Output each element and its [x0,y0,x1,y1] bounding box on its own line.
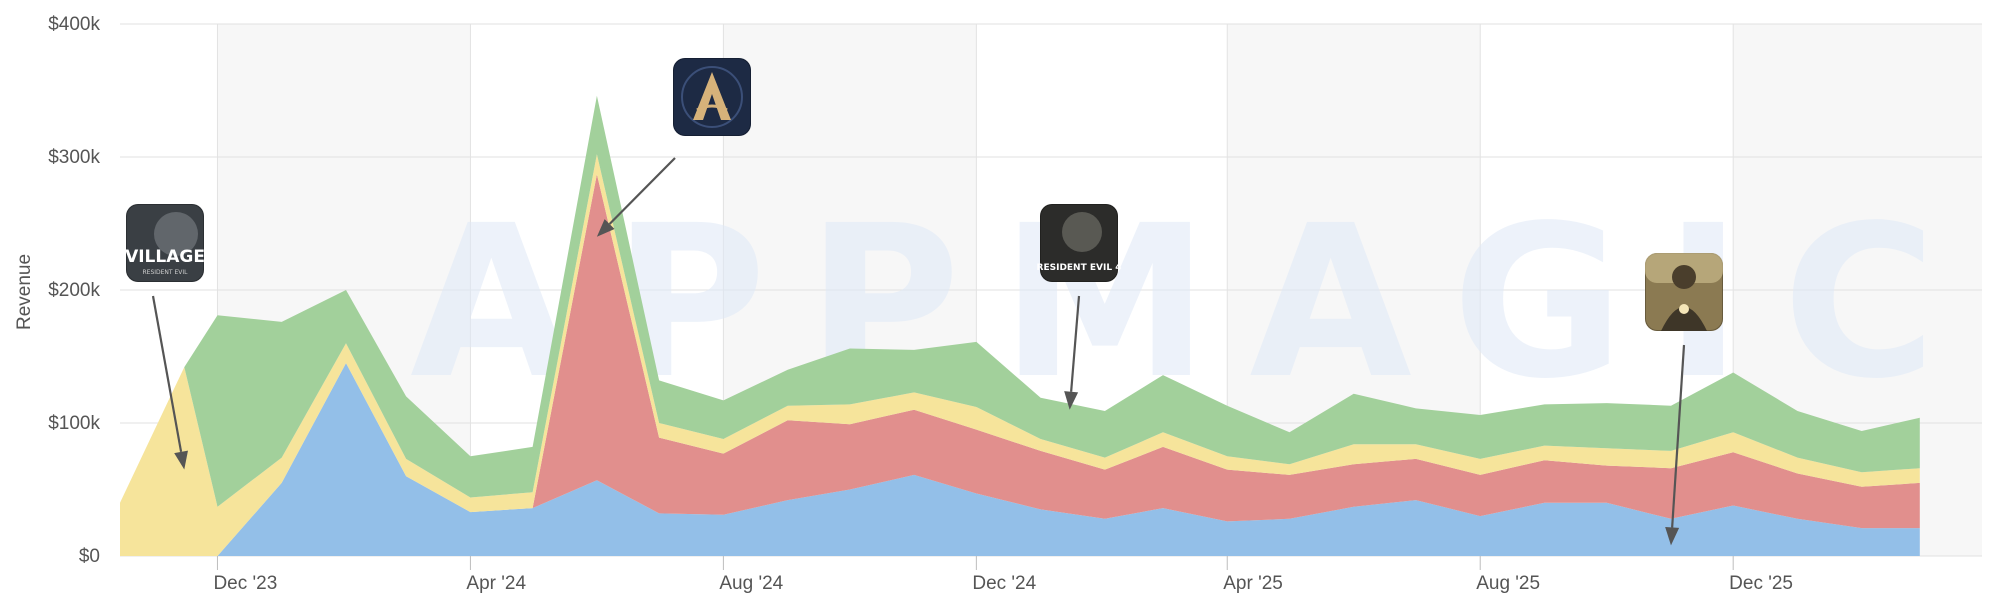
death-stranding-app-icon-glow [1679,304,1689,314]
x-tick-label-1: Apr '24 [466,573,526,594]
resident-evil-4-app-icon: RESIDENT EVIL 4 [1037,204,1122,282]
death-stranding-arrow-line [1671,344,1686,528]
assassins-creed-mirage-arrow-head [596,219,615,237]
y-axis-title: Revenue [14,254,35,330]
resident-evil-village-annotation: VILLAGE RESIDENT EVIL [125,204,205,470]
village-app-icon-subtitle: RESIDENT EVIL [142,269,188,276]
village-app-icon-title: VILLAGE [125,247,205,267]
y-tick-label-0: $0 [79,546,100,567]
stacked-areas [120,95,1920,557]
y-tick-label-1: $100k [48,413,100,434]
y-tick-label-4: $400k [48,14,100,35]
area-series-3 [120,95,1920,507]
assassins-creed-app-icon-ring [681,66,743,128]
assassins-creed-app-icon-border [673,58,751,136]
death-stranding-arrow-head [1665,526,1680,546]
village-app-icon: VILLAGE RESIDENT EVIL [125,204,205,282]
area-series-0 [120,363,1920,556]
assassins-creed-app-icon [673,58,751,136]
resident-evil-4-app-icon-border [1040,204,1118,282]
x-axis-ticks: Dec '23 Apr '24 Aug '24 Dec '24 Apr '25 Aug '… [213,556,1793,594]
resident-evil-4-arrow-head [1064,391,1079,410]
death-stranding-app-icon-head [1672,265,1696,289]
village-app-icon-border [126,204,204,282]
death-stranding-annotation [1645,253,1723,546]
assassins-creed-app-icon-emblem-curve [696,104,728,112]
assassins-creed-mirage-arrow-line [608,157,676,225]
village-app-icon-face [154,212,198,256]
x-tick-label-2: Aug '24 [719,573,783,594]
area-series-1 [120,174,1920,557]
y-axis-ticks: $0 $100k $200k $300k $400k [48,14,100,567]
resident-evil-4-arrow-line [1070,295,1081,392]
x-tick-label-6: Dec '25 [1729,573,1793,594]
y-tick-label-3: $300k [48,147,100,168]
x-tick-label-5: Aug '25 [1476,573,1540,594]
x-tick-label-3: Dec '24 [972,573,1036,594]
death-stranding-app-icon [1645,253,1723,331]
assassins-creed-app-icon-tile [673,58,751,136]
x-tick-label-0: Dec '23 [213,573,277,594]
resident-evil-4-app-icon-title: RESIDENT EVIL 4 [1037,263,1122,273]
resident-evil-4-app-icon-face [1062,212,1102,252]
assassins-creed-mirage-annotation [596,58,751,237]
x-tick-label-4: Apr '25 [1223,573,1283,594]
resident-evil-village-arrow-head [174,450,188,470]
death-stranding-app-icon-body [1661,307,1707,331]
annotations: VILLAGE RESIDENT EVIL RESIDENT EVIL 4 [125,58,1723,546]
resident-evil-village-arrow-line [151,295,183,453]
y-tick-label-2: $200k [48,280,100,301]
resident-evil-4-annotation: RESIDENT EVIL 4 [1037,204,1122,410]
